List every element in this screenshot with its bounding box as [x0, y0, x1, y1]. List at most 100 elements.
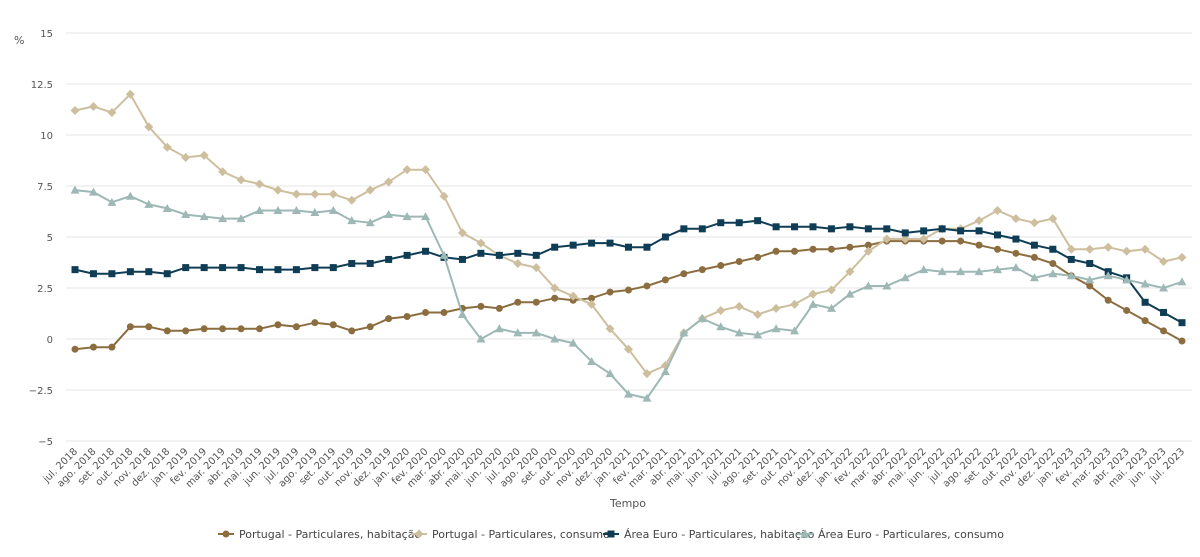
data-point	[181, 210, 191, 219]
data-point	[864, 225, 872, 233]
data-point	[531, 263, 541, 273]
data-point	[680, 270, 688, 278]
data-point	[606, 288, 614, 296]
data-point	[200, 264, 208, 272]
data-point	[274, 321, 282, 329]
y-tick-label: 12.5	[31, 80, 53, 91]
data-point	[1141, 298, 1149, 306]
y-tick-label: −2.5	[29, 386, 53, 397]
data-point	[274, 266, 282, 274]
data-point	[754, 217, 762, 225]
data-point	[900, 273, 910, 282]
data-point	[1085, 275, 1095, 284]
data-point	[422, 247, 430, 255]
data-point	[957, 237, 965, 245]
legend-item[interactable]: Área Euro - Particulares, consumo	[797, 528, 1004, 541]
data-point	[385, 315, 393, 323]
data-point	[1048, 269, 1058, 278]
data-point	[1122, 275, 1132, 284]
data-point	[1159, 256, 1169, 266]
data-point	[366, 323, 374, 331]
data-point	[754, 253, 762, 261]
data-point	[975, 241, 983, 249]
series-layer	[70, 89, 1187, 402]
y-tick-label: 15	[40, 29, 53, 40]
data-point	[920, 227, 928, 235]
data-point	[1085, 244, 1095, 254]
data-point	[1049, 245, 1057, 253]
data-point	[698, 266, 706, 274]
data-point	[808, 289, 818, 299]
data-point	[1140, 244, 1150, 254]
data-point	[588, 294, 596, 302]
data-point	[292, 323, 300, 331]
data-point	[218, 214, 228, 223]
data-point	[919, 234, 929, 244]
data-point	[808, 299, 818, 308]
data-point	[365, 218, 375, 227]
legend-item[interactable]: Área Euro - Particulares, habitação	[603, 528, 815, 541]
legend-item[interactable]: Portugal - Particulares, consumo	[411, 528, 610, 541]
data-point	[1030, 253, 1038, 261]
data-point	[477, 249, 485, 257]
series-2	[70, 89, 1187, 379]
data-point	[531, 328, 541, 337]
data-point	[144, 122, 154, 132]
data-point	[89, 343, 97, 351]
data-point	[901, 229, 909, 237]
data-point	[790, 299, 800, 309]
data-point	[919, 265, 929, 274]
data-point	[385, 255, 393, 263]
y-tick-label: 2.5	[37, 284, 53, 295]
data-point	[882, 234, 892, 244]
series-3	[71, 217, 1186, 327]
data-point	[1049, 260, 1057, 268]
data-point	[477, 302, 485, 310]
data-point	[384, 177, 394, 187]
data-point	[125, 191, 135, 200]
data-point	[494, 324, 504, 333]
data-point	[107, 197, 117, 206]
data-point	[218, 167, 228, 177]
data-point	[625, 243, 632, 251]
data-point	[864, 241, 872, 249]
data-point	[1160, 327, 1168, 335]
data-point	[292, 266, 300, 274]
data-point	[181, 152, 191, 162]
data-point	[145, 323, 153, 331]
data-point	[1177, 277, 1187, 286]
data-point	[457, 310, 467, 319]
data-point	[735, 219, 743, 227]
data-point	[994, 245, 1001, 253]
data-point	[771, 324, 781, 333]
y-tick-label: 5	[47, 233, 53, 244]
data-point	[347, 216, 357, 225]
data-point	[568, 291, 578, 301]
legend-marker	[800, 529, 810, 538]
data-point	[846, 243, 854, 251]
data-point	[1029, 273, 1039, 282]
data-point	[219, 325, 227, 333]
data-point	[1029, 218, 1039, 228]
legend-item[interactable]: Portugal - Particulares, habitação	[218, 528, 421, 541]
data-point	[1011, 214, 1021, 224]
data-point	[255, 205, 264, 214]
data-point	[310, 189, 320, 199]
data-point	[1048, 214, 1058, 224]
data-point	[845, 289, 855, 298]
data-point	[71, 266, 79, 274]
data-point	[625, 286, 632, 294]
data-point	[717, 219, 725, 227]
data-point	[421, 212, 431, 221]
data-point	[422, 308, 430, 316]
data-point	[642, 393, 652, 402]
data-point	[532, 251, 540, 259]
data-point	[1012, 249, 1020, 257]
data-point	[476, 334, 486, 343]
data-point	[348, 327, 356, 335]
data-point	[70, 185, 80, 194]
data-point	[753, 310, 763, 320]
data-point	[514, 249, 522, 257]
data-point	[311, 319, 319, 327]
data-point	[88, 101, 98, 111]
